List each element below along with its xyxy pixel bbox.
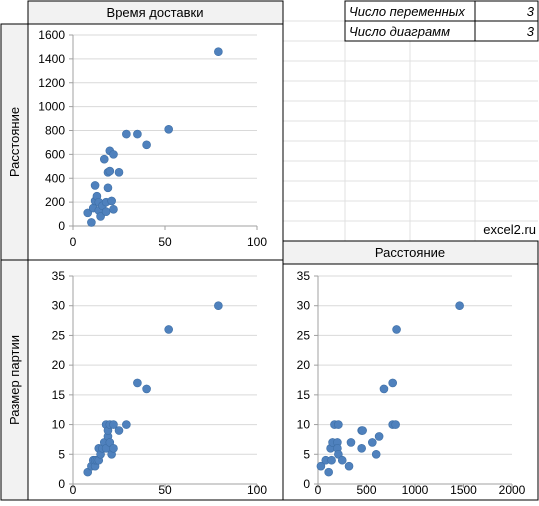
info-value-variables[interactable]: 3 (527, 4, 535, 19)
data-point[interactable] (388, 378, 397, 388)
data-point[interactable] (344, 461, 354, 471)
info-label-variables[interactable]: Число переменных (349, 4, 465, 19)
data-point[interactable] (122, 420, 131, 429)
y-tick-label: 1000 (38, 100, 65, 114)
y-tick-label: 5 (58, 447, 65, 461)
x-tick-label: 0 (315, 483, 322, 497)
x-tick-label: 50 (158, 483, 172, 497)
data-point[interactable] (455, 301, 464, 311)
data-point[interactable] (334, 449, 343, 459)
col2-header: Расстояние (375, 245, 445, 260)
info-label-charts[interactable]: Число диаграмм (349, 24, 450, 39)
y-tick-label: 1400 (38, 52, 65, 66)
data-point[interactable] (109, 420, 118, 429)
y-tick-label: 15 (52, 388, 66, 402)
data-point[interactable] (109, 204, 118, 214)
data-point[interactable] (83, 208, 93, 218)
data-point[interactable] (368, 438, 377, 447)
info-value-charts[interactable]: 3 (527, 24, 535, 39)
data-point[interactable] (142, 384, 151, 394)
data-point[interactable] (346, 438, 356, 447)
data-point[interactable] (337, 455, 347, 465)
data-point[interactable] (358, 426, 367, 435)
y-tick-label: 1600 (38, 28, 65, 42)
x-tick-label: 0 (70, 235, 77, 249)
x-tick-label: 100 (247, 483, 267, 497)
row1-header: Расстояние (7, 107, 22, 177)
y-tick-label: 0 (58, 477, 65, 491)
y-tick-label: 30 (52, 299, 66, 313)
y-tick-label: 20 (52, 358, 66, 372)
y-tick-label: 25 (52, 328, 66, 342)
y-tick-label: 20 (297, 358, 311, 372)
data-point[interactable] (357, 444, 366, 453)
col1-header: Время доставки (107, 5, 204, 20)
data-point[interactable] (87, 218, 96, 227)
chart-distance-vs-batch: 0 5 10 15 20 25 30 35 0 500 1000 1500 2000 (282, 263, 539, 501)
data-point[interactable] (164, 125, 173, 134)
data-point[interactable] (327, 455, 336, 465)
data-point[interactable] (109, 150, 118, 159)
data-point[interactable] (324, 467, 333, 477)
data-point[interactable] (214, 47, 223, 57)
data-point[interactable] (122, 129, 131, 139)
y-tick-label: 30 (297, 299, 311, 313)
chart-time-vs-distance: 0 200 400 600 800 1000 1200 1400 1600 0 50 100 (27, 23, 284, 261)
data-point[interactable] (107, 196, 116, 206)
info-table: Число переменных 3 Число диаграмм 3 (344, 0, 539, 42)
y-tick-label: 1200 (38, 76, 65, 90)
data-point[interactable] (96, 212, 105, 221)
x-tick-label: 2000 (499, 483, 526, 497)
y-tick-label: 10 (297, 418, 311, 432)
data-point[interactable] (142, 140, 151, 150)
x-tick-label: 1500 (450, 483, 477, 497)
y-tick-label: 35 (297, 269, 311, 283)
data-point[interactable] (109, 444, 118, 453)
x-tick-label: 500 (356, 483, 376, 497)
x-tick-label: 100 (247, 235, 267, 249)
data-point[interactable] (316, 461, 326, 471)
chart-frame (27, 259, 284, 501)
data-point[interactable] (164, 325, 173, 334)
watermark-text: excel2.ru (483, 222, 536, 237)
data-point[interactable] (114, 167, 124, 177)
data-point[interactable] (379, 384, 389, 394)
data-point[interactable] (214, 301, 223, 311)
y-tick-label: 35 (52, 269, 66, 283)
row1-header-cell (0, 23, 29, 261)
data-point[interactable] (133, 378, 142, 388)
data-point[interactable] (334, 420, 343, 429)
data-point[interactable] (105, 166, 115, 176)
data-point[interactable] (90, 181, 100, 190)
row2-header-cell (0, 259, 29, 501)
y-tick-label: 200 (45, 195, 65, 209)
y-tick-label: 5 (303, 447, 310, 461)
y-tick-label: 800 (45, 124, 65, 138)
chart-time-vs-batch: 0 5 10 15 20 25 30 35 0 50 100 (27, 259, 284, 501)
y-tick-label: 25 (297, 328, 311, 342)
data-point[interactable] (371, 449, 381, 459)
x-tick-label: 50 (158, 235, 172, 249)
data-point[interactable] (103, 183, 113, 193)
data-point[interactable] (99, 154, 109, 164)
data-point[interactable] (114, 426, 124, 435)
y-tick-label: 15 (297, 388, 311, 402)
data-point[interactable] (133, 129, 142, 139)
x-tick-label: 0 (70, 483, 77, 497)
data-point[interactable] (101, 207, 111, 216)
chart-frame (27, 23, 284, 261)
x-tick-label: 1000 (402, 483, 429, 497)
data-point[interactable] (391, 420, 400, 429)
row2-header: Размер партии (7, 335, 22, 425)
data-point[interactable] (374, 432, 384, 441)
y-tick-label: 600 (45, 147, 65, 161)
data-point[interactable] (392, 325, 401, 334)
y-tick-label: 10 (52, 418, 66, 432)
y-tick-label: 0 (303, 477, 310, 491)
y-tick-label: 400 (45, 171, 65, 185)
y-tick-label: 0 (58, 219, 65, 233)
